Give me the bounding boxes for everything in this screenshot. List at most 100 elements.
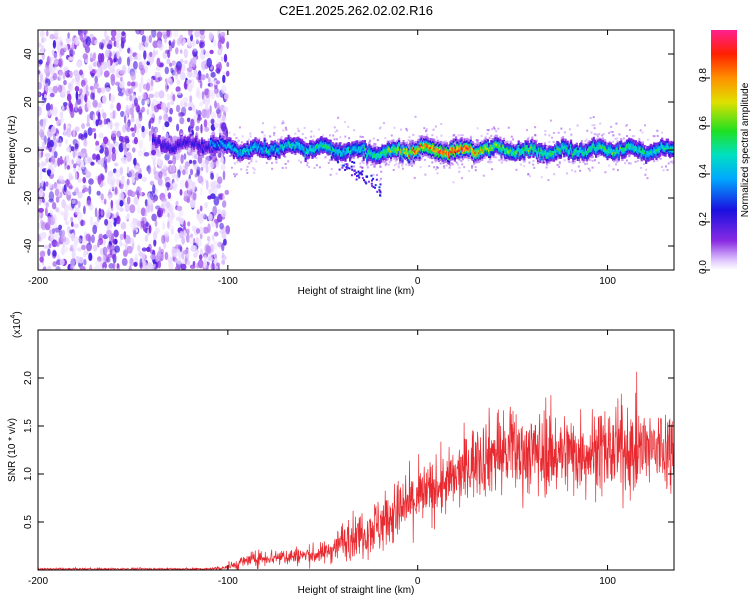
noise-speckle [152, 158, 156, 167]
ridge-pixel [464, 138, 467, 141]
ridge-pixel [215, 148, 218, 151]
ridge-pixel [263, 150, 266, 153]
noise-speckle [150, 78, 154, 87]
ridge-pixel [347, 142, 350, 145]
noise-speckle [199, 41, 205, 49]
ridge-pixel [243, 150, 246, 153]
ridge-pixel [182, 136, 185, 139]
ridge-pixel [321, 146, 324, 150]
noise-speckle [141, 92, 147, 101]
noise-speckle [56, 43, 62, 53]
ridge-pixel [196, 138, 199, 141]
noise-speckle [148, 93, 155, 99]
ridge-pixel [443, 154, 446, 158]
ridge-pixel [400, 157, 403, 160]
ridge-pixel [236, 148, 239, 151]
noise-speckle [184, 60, 188, 65]
ridge-pixel [192, 141, 196, 144]
ridge-pixel [342, 152, 345, 155]
halo-pixel [443, 167, 446, 169]
halo-pixel [608, 164, 611, 167]
ridge-pixel [223, 142, 226, 145]
noise-speckle [56, 36, 63, 45]
ridge-pixel [257, 139, 260, 142]
noise-speckle [154, 91, 160, 99]
noise-speckle [98, 101, 103, 108]
noise-speckle [113, 168, 117, 174]
ridge-pixel [458, 158, 461, 161]
ridge-pixel [280, 150, 283, 153]
ridge-pixel [222, 146, 225, 150]
ridge-pixel [362, 149, 365, 153]
ridge-pixel [388, 142, 391, 145]
ridge-pixel [280, 148, 283, 151]
noise-speckle [197, 154, 203, 164]
halo-pixel [468, 170, 471, 173]
halo-pixel [470, 135, 472, 138]
noise-speckle [148, 167, 153, 174]
ridge-pixel [469, 137, 472, 140]
noise-speckle [123, 115, 127, 124]
ridge-pixel [443, 159, 446, 162]
ridge-pixel [490, 148, 493, 152]
noise-speckle [157, 152, 162, 158]
halo-pixel [475, 139, 478, 142]
noise-speckle [183, 229, 187, 240]
noise-speckle [164, 66, 169, 75]
ridge-pixel [514, 146, 517, 149]
halo-pixel [271, 167, 274, 170]
ridge-pixel [374, 159, 377, 163]
noise-speckle [209, 49, 214, 55]
halo-pixel [241, 135, 244, 138]
ridge-pixel [454, 140, 458, 144]
ridge-pixel [224, 144, 227, 147]
ridge-pixel [222, 144, 225, 147]
noise-speckle [140, 76, 144, 86]
halo-pixel [604, 171, 607, 174]
ridge-pixel [338, 146, 341, 149]
ridge-pixel [437, 159, 440, 163]
noise-speckle [212, 154, 217, 163]
ridge-pixel [158, 135, 161, 138]
halo-pixel [671, 161, 674, 164]
ridge-pixel [297, 146, 300, 149]
ridge-pixel [265, 146, 268, 150]
ridge-pixel [487, 155, 491, 159]
ridge-pixel [223, 150, 226, 154]
noise-speckle [92, 224, 98, 235]
ridge-pixel [305, 142, 308, 146]
noise-speckle [71, 159, 74, 165]
noise-speckle [138, 83, 143, 93]
halo-pixel [271, 162, 273, 165]
noise-speckle [116, 130, 122, 138]
ridge-pixel [514, 154, 517, 158]
noise-speckle [41, 162, 47, 167]
noise-speckle [45, 202, 49, 208]
noise-speckle [179, 117, 185, 125]
ridge-pixel [177, 136, 180, 140]
noise-speckle [107, 175, 112, 185]
halo-pixel [407, 139, 410, 142]
noise-speckle [131, 177, 135, 183]
ridge-pixel [394, 141, 397, 145]
noise-speckle [154, 219, 158, 227]
ridge-pixel [411, 146, 414, 149]
ridge-pixel [207, 149, 210, 152]
noise-speckle [155, 254, 159, 263]
noise-speckle [112, 262, 116, 270]
ridge-pixel [187, 144, 190, 147]
noise-speckle [186, 67, 193, 72]
ridge-pixel [289, 139, 292, 142]
ridge-pixel [507, 154, 510, 158]
ridge-pixel [199, 150, 202, 153]
noise-speckle [107, 194, 112, 200]
ridge-pixel [449, 141, 452, 144]
ridge-pixel [505, 143, 508, 147]
ridge-pixel [292, 150, 295, 154]
ridge-pixel [198, 143, 201, 147]
halo-pixel [568, 128, 571, 131]
noise-speckle [45, 157, 49, 163]
ridge-pixel [233, 149, 237, 152]
ridge-pixel [507, 156, 510, 160]
ridge-pixel [181, 147, 184, 150]
